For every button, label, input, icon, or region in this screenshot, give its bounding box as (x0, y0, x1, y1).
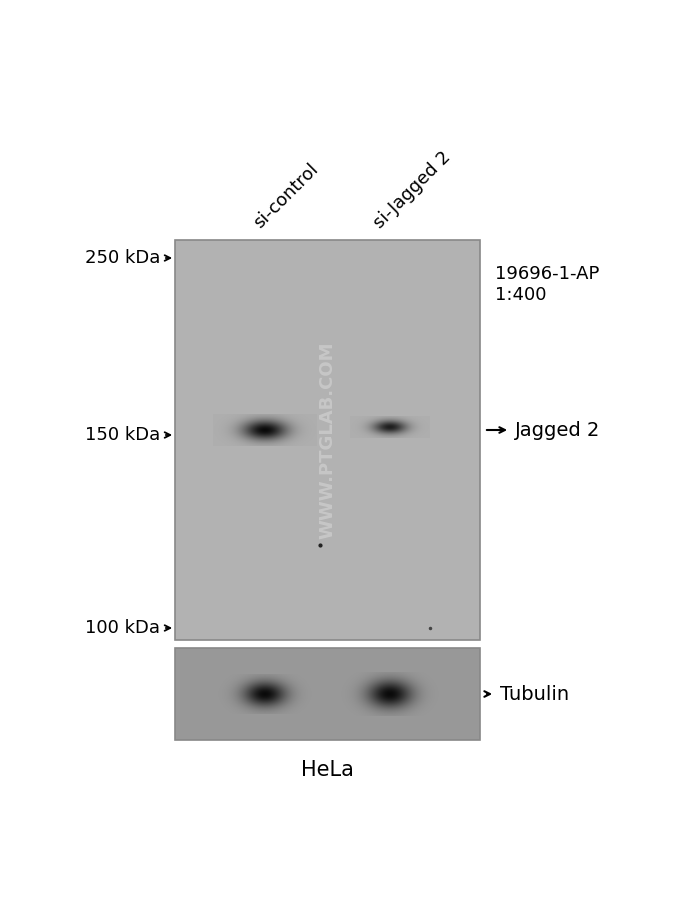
Text: WWW.PTGLAB.COM: WWW.PTGLAB.COM (318, 341, 337, 538)
Bar (175, 648, 480, 740)
Text: Tubulin: Tubulin (500, 685, 569, 704)
Text: 100 kDa: 100 kDa (85, 619, 160, 637)
Text: Jagged 2: Jagged 2 (515, 420, 600, 439)
Text: 250 kDa: 250 kDa (84, 249, 160, 267)
Text: 19696-1-AP
1:400: 19696-1-AP 1:400 (495, 265, 599, 304)
Text: si-control: si-control (250, 161, 322, 232)
Text: HeLa: HeLa (301, 760, 354, 780)
Bar (175, 240, 480, 640)
Text: si-Jagged 2: si-Jagged 2 (370, 148, 454, 232)
Text: 150 kDa: 150 kDa (85, 426, 160, 444)
